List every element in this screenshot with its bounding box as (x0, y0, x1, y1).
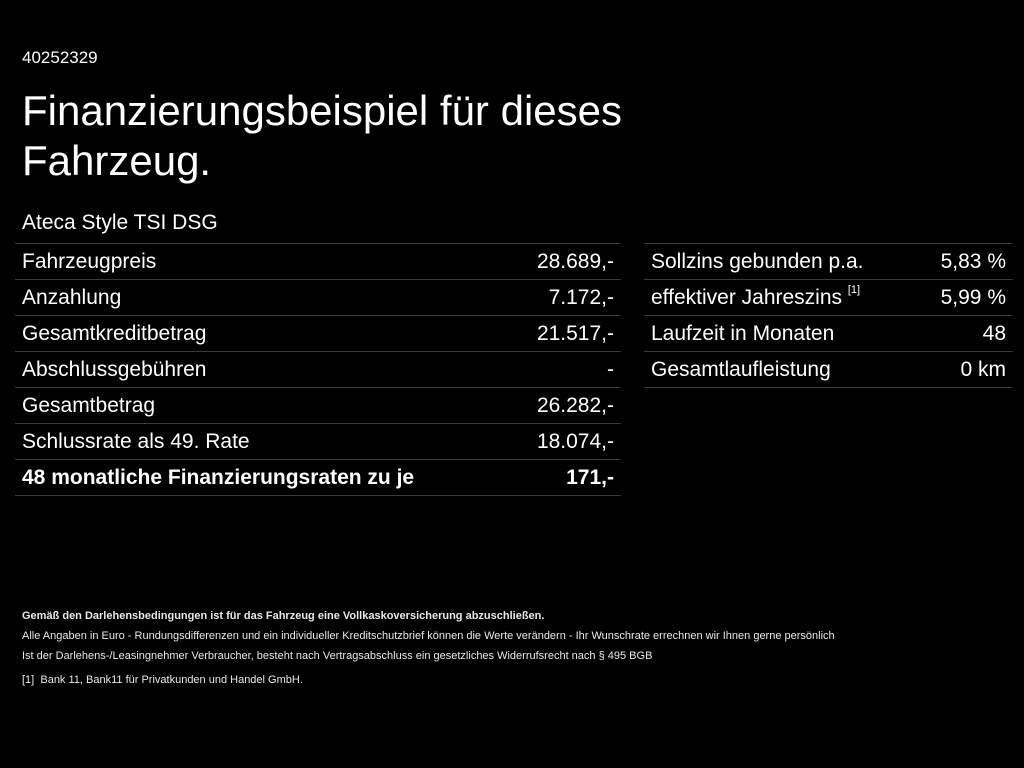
vehicle-model: Ateca Style TSI DSG (22, 211, 218, 234)
row-label: 48 monatliche Finanzierungsraten zu je (15, 459, 510, 496)
row-label: Gesamtbetrag (15, 387, 510, 424)
row-value: 0 km (917, 351, 1013, 388)
row-value: 21.517,- (510, 315, 621, 352)
table-row: Sollzins gebunden p.a. 5,83 % (644, 243, 1013, 280)
row-value: 48 (917, 315, 1013, 352)
disclaimer-line: Alle Angaben in Euro - Rundungsdifferenz… (22, 630, 835, 642)
row-label: Gesamtlaufleistung (644, 351, 918, 388)
withdrawal-note: Ist der Darlehens-/Leasingnehmer Verbrau… (22, 650, 653, 662)
table-row: Gesamtkreditbetrag 21.517,- (15, 315, 621, 352)
page-title: Finanzierungsbeispiel für dieses Fahrzeu… (22, 87, 622, 184)
row-label: Fahrzeugpreis (15, 243, 510, 280)
monthly-rate-row: 48 monatliche Finanzierungsraten zu je 17… (15, 459, 621, 496)
row-value: 5,99 % (917, 279, 1013, 316)
table-row: Fahrzeugpreis 28.689,- (15, 243, 621, 280)
row-label: Schlussrate als 49. Rate (15, 423, 510, 460)
legal-notes: Gemäß den Darlehensbedingungen ist für d… (22, 606, 835, 690)
row-value: 28.689,- (510, 243, 621, 280)
row-label: Laufzeit in Monaten (644, 315, 918, 352)
row-value: 7.172,- (510, 279, 621, 316)
row-label: effektiver Jahreszins [1] (644, 279, 918, 316)
table-row: Gesamtbetrag 26.282,- (15, 387, 621, 424)
table-row: effektiver Jahreszins [1] 5,99 % (644, 279, 1013, 316)
table-row: Laufzeit in Monaten 48 (644, 315, 1013, 352)
table-row: Anzahlung 7.172,- (15, 279, 621, 316)
row-value: - (510, 351, 621, 388)
table-row: Schlussrate als 49. Rate 18.074,- (15, 423, 621, 460)
row-value: 5,83 % (917, 243, 1013, 280)
terms-table: Sollzins gebunden p.a. 5,83 % effektiver … (644, 243, 1013, 388)
row-value: 18.074,- (510, 423, 621, 460)
table-row: Gesamtlaufleistung 0 km (644, 351, 1013, 388)
row-label: Abschlussgebühren (15, 351, 510, 388)
financing-table: Fahrzeugpreis 28.689,- Anzahlung 7.172,- G… (15, 243, 621, 496)
table-row: Abschlussgebühren - (15, 351, 621, 388)
row-label: Anzahlung (15, 279, 510, 316)
footnote: [1] Bank 11, Bank11 für Privatkunden und… (22, 674, 303, 686)
offer-id: 40252329 (22, 48, 98, 67)
footnote-ref: [1] (847, 283, 861, 296)
row-label: Gesamtkreditbetrag (15, 315, 510, 352)
row-label: Sollzins gebunden p.a. (644, 243, 918, 280)
insurance-note: Gemäß den Darlehensbedingungen ist für d… (22, 610, 545, 622)
row-value: 26.282,- (510, 387, 621, 424)
row-value: 171,- (510, 459, 621, 496)
